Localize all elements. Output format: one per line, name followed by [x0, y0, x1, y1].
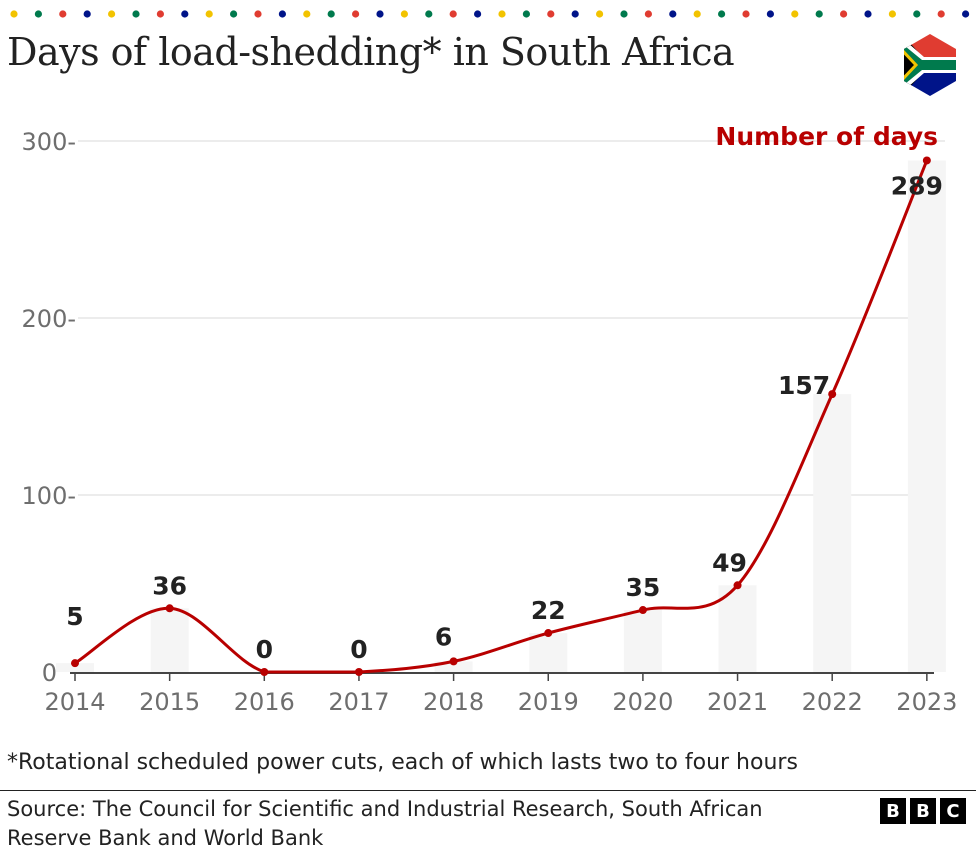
decorative-dot	[10, 10, 18, 18]
decorative-dot	[474, 10, 482, 18]
decorative-dot	[913, 10, 921, 18]
decorative-dot	[815, 10, 823, 18]
decorative-dot	[791, 10, 799, 18]
decorative-dot	[742, 10, 750, 18]
decorative-dot	[278, 10, 286, 18]
footnote: *Rotational scheduled power cuts, each o…	[7, 750, 798, 775]
decorative-dot	[937, 10, 945, 18]
decorative-dot	[669, 10, 677, 18]
y-tick-label: 100-	[22, 482, 76, 510]
data-label: 5	[66, 602, 83, 631]
decorative-dot	[449, 10, 457, 18]
x-tick-label: 2020	[612, 688, 673, 716]
y-tick-label: 200-	[22, 305, 76, 333]
bar	[529, 633, 568, 672]
decorative-dot	[766, 10, 775, 18]
decorative-dot	[962, 10, 970, 18]
data-label: 289	[891, 171, 943, 200]
decorative-dot	[34, 10, 43, 18]
divider	[0, 790, 976, 791]
x-tick-label: 2017	[328, 688, 389, 716]
decorative-dot	[522, 10, 531, 18]
decorative-dots	[10, 10, 970, 18]
data-point	[260, 668, 269, 676]
data-point	[165, 604, 174, 613]
decorative-dot	[59, 10, 67, 18]
data-point	[922, 156, 931, 165]
decorative-dot	[327, 10, 335, 18]
decorative-dot	[400, 10, 408, 18]
x-tick-label: 2022	[802, 688, 863, 716]
source-note: Source: The Council for Scientific and I…	[7, 797, 763, 850]
x-tick-label: 2015	[139, 688, 200, 716]
decorative-dot	[498, 10, 506, 18]
bar	[718, 585, 757, 672]
bar	[813, 394, 852, 672]
decorative-dot	[303, 10, 311, 18]
data-label: 35	[626, 573, 661, 602]
data-point	[638, 606, 647, 615]
data-label: 36	[152, 571, 187, 600]
series-label: Number of days	[715, 122, 938, 151]
data-point	[449, 657, 458, 666]
decorative-dot	[571, 10, 579, 18]
decorative-dot	[352, 10, 360, 18]
bar	[907, 160, 946, 672]
series-line	[74, 159, 929, 674]
decorative-dot	[108, 10, 116, 18]
bar	[150, 608, 189, 672]
decorative-dot	[132, 10, 140, 18]
decorative-dot	[156, 10, 164, 18]
south-africa-flag-icon	[904, 34, 956, 96]
x-tick-label: 2018	[423, 688, 484, 716]
decorative-dot	[547, 10, 555, 18]
decorative-dot	[864, 10, 872, 18]
decorative-dot	[230, 10, 238, 18]
decorative-dot	[693, 10, 701, 18]
decorative-dot	[425, 10, 433, 18]
y-tick-label: 300-	[22, 128, 76, 156]
x-tick-label: 2019	[518, 688, 579, 716]
x-tick-label: 2023	[896, 688, 957, 716]
data-label: 0	[256, 635, 273, 664]
y-tick-label: 0	[42, 659, 57, 687]
data-label: 22	[531, 596, 566, 625]
data-point	[71, 659, 79, 668]
decorative-dot	[644, 10, 653, 18]
x-tick-label: 2014	[44, 688, 105, 716]
decorative-dot	[254, 10, 262, 18]
decorative-dot	[888, 10, 897, 18]
x-tick-label: 2016	[234, 688, 295, 716]
bar	[434, 661, 473, 672]
data-label: 49	[712, 548, 747, 577]
decorative-dot	[596, 10, 604, 18]
decorative-dot	[620, 10, 628, 18]
decorative-dot	[718, 10, 726, 18]
data-label: 157	[778, 371, 830, 400]
data-point	[544, 629, 553, 638]
data-point	[828, 390, 837, 399]
decorative-dot	[83, 10, 91, 18]
decorative-dot	[205, 10, 213, 18]
decorative-dot	[840, 10, 848, 18]
line-chart: 0 100- 200- 300- 2014 2015 2016 2017 2018 2019 202…	[22, 122, 958, 716]
decorative-dot	[376, 10, 384, 18]
bar	[56, 663, 94, 672]
data-label: 0	[350, 635, 367, 664]
x-tick-label: 2021	[707, 688, 768, 716]
data-point	[733, 581, 742, 590]
bar	[623, 610, 662, 672]
chart-title: Days of load-shedding* in South Africa	[7, 30, 735, 74]
decorative-dot	[181, 10, 189, 18]
data-label: 6	[435, 622, 452, 651]
data-point	[354, 668, 363, 676]
